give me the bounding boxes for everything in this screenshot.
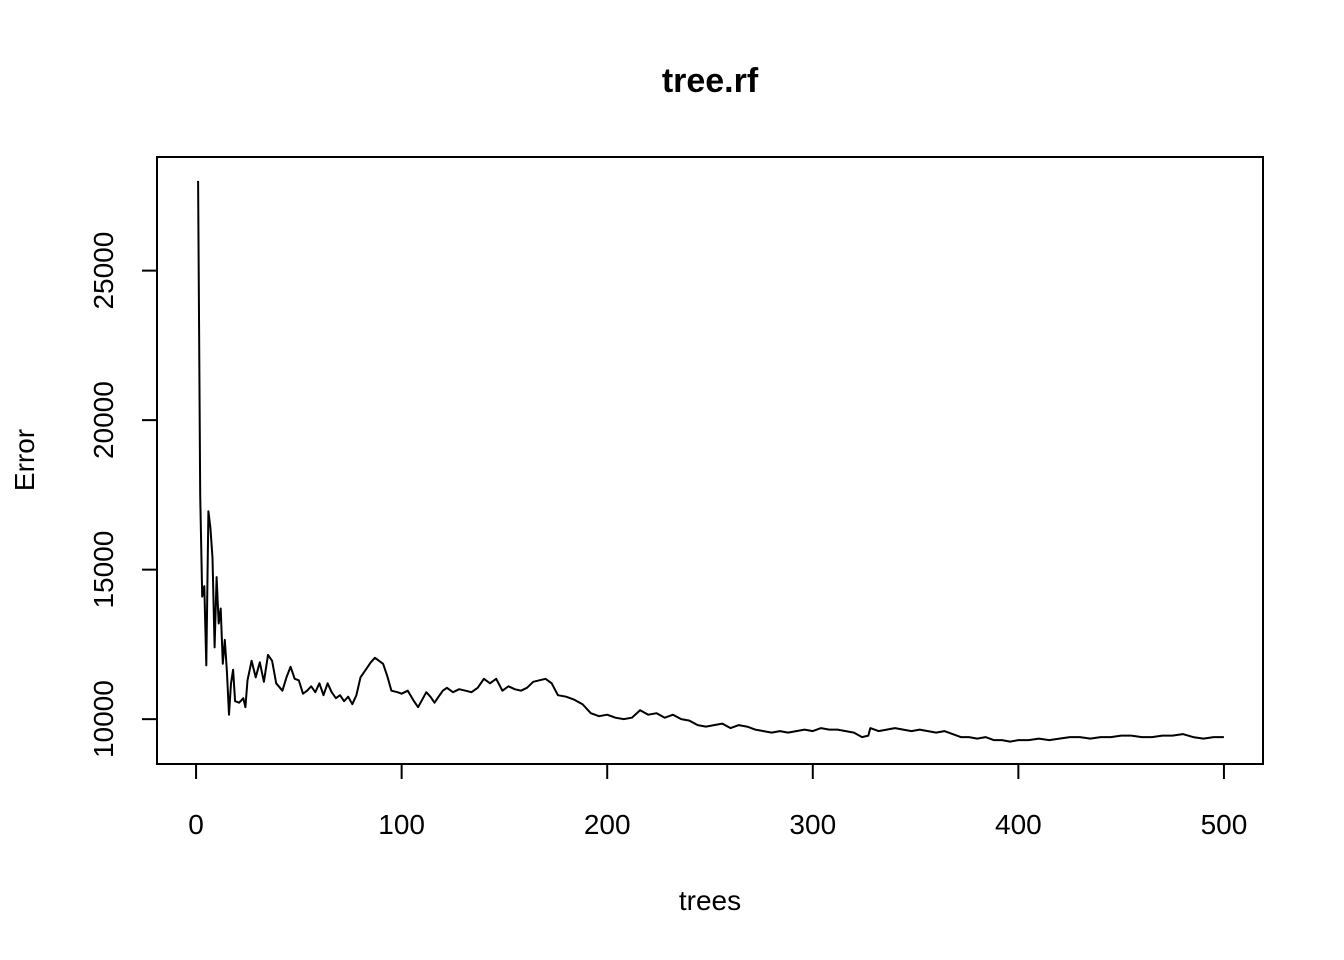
y-tick-label: 20000 [88,381,119,459]
y-tick-label: 10000 [88,680,119,758]
plot-frame [156,156,1264,765]
error-series-line-0 [197,180,1224,743]
y-axis-title: Error [9,429,40,491]
x-tick-label: 100 [378,809,425,840]
x-tick-label: 0 [188,809,204,840]
x-tick-label: 200 [584,809,631,840]
y-axis: 10000 15000 20000 25000 [88,232,158,758]
y-tick-label: 15000 [88,531,119,609]
data-layer [197,180,1224,743]
y-tick-label: 25000 [88,232,119,310]
x-tick-label: 300 [789,809,836,840]
x-axis: 0 100 200 300 400 500 [188,763,1248,840]
x-axis-title: trees [679,885,741,916]
x-tick-label: 400 [995,809,1042,840]
x-tick-label: 500 [1201,809,1248,840]
chart-title: tree.rf [662,62,759,100]
